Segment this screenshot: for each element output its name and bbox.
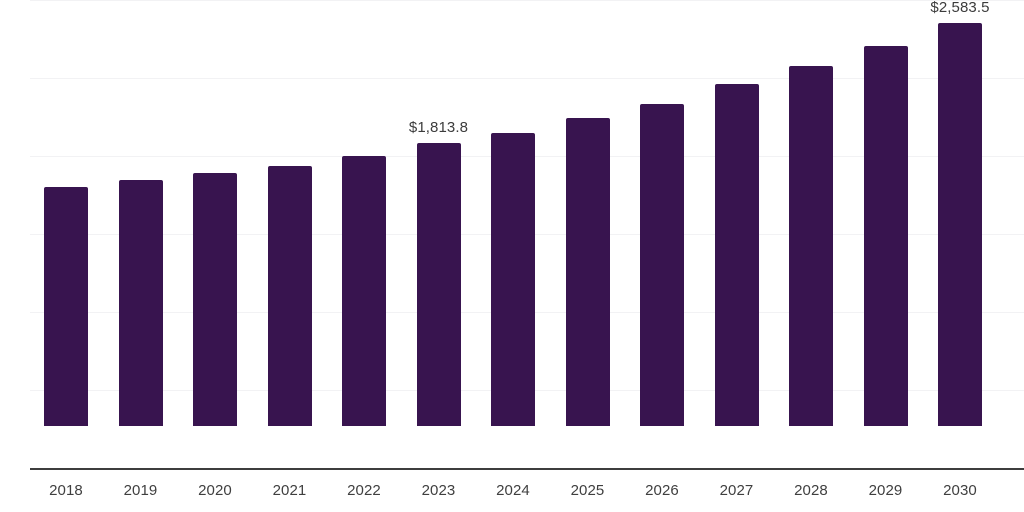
bar-group: $1,813.8 — [409, 119, 468, 426]
bar[interactable] — [416, 143, 461, 426]
bar-group — [714, 83, 759, 426]
bar[interactable] — [118, 179, 163, 426]
bar[interactable] — [491, 132, 535, 426]
bar-group — [118, 179, 163, 426]
bar[interactable] — [342, 155, 386, 426]
bar-group — [491, 132, 535, 426]
x-axis-tick-label: 2026 — [645, 482, 679, 499]
x-axis-line — [30, 468, 1024, 470]
bar-group — [640, 103, 684, 426]
x-axis-tick-label: 2025 — [570, 482, 605, 499]
plot-area: $1,813.8 $2,583.5 — [44, 0, 990, 426]
bar[interactable] — [44, 186, 88, 426]
x-axis-tick-label: 2019 — [123, 482, 158, 499]
bar-value-label: $1,813.8 — [408, 119, 469, 137]
x-axis-tick-label: 2027 — [719, 482, 754, 499]
bar-group — [44, 186, 88, 426]
bar-value-label: $2,583.5 — [930, 0, 990, 17]
bar-group — [789, 65, 833, 426]
x-axis-tick-labels: 2018 2019 2020 2021 2022 2023 2024 2025 2026 2027… — [0, 482, 1024, 512]
x-axis-tick-label: 2022 — [347, 482, 381, 499]
bar[interactable] — [938, 23, 982, 426]
bar[interactable] — [789, 65, 833, 426]
bar[interactable] — [193, 172, 237, 426]
x-axis-tick-label: 2030 — [943, 482, 977, 499]
bar-group — [342, 155, 386, 426]
bar-group — [267, 165, 312, 426]
x-axis-tick-label: 2018 — [49, 482, 83, 499]
bar-group — [863, 45, 908, 426]
bar-group: $2,583.5 — [930, 0, 990, 426]
x-axis-tick-label: 2021 — [272, 482, 307, 499]
bar[interactable] — [565, 117, 610, 426]
bar[interactable] — [714, 83, 759, 426]
x-axis-tick-label: 2028 — [794, 482, 828, 499]
x-axis-tick-label: 2023 — [421, 482, 456, 499]
x-axis-tick-label: 2024 — [496, 482, 530, 499]
x-axis-tick-label: 2020 — [198, 482, 232, 499]
x-axis-tick-label: 2029 — [868, 482, 903, 499]
bar[interactable] — [267, 165, 312, 426]
bar[interactable] — [863, 45, 908, 426]
bar-group — [565, 117, 610, 426]
bar-group — [193, 172, 237, 426]
bar[interactable] — [640, 103, 684, 426]
